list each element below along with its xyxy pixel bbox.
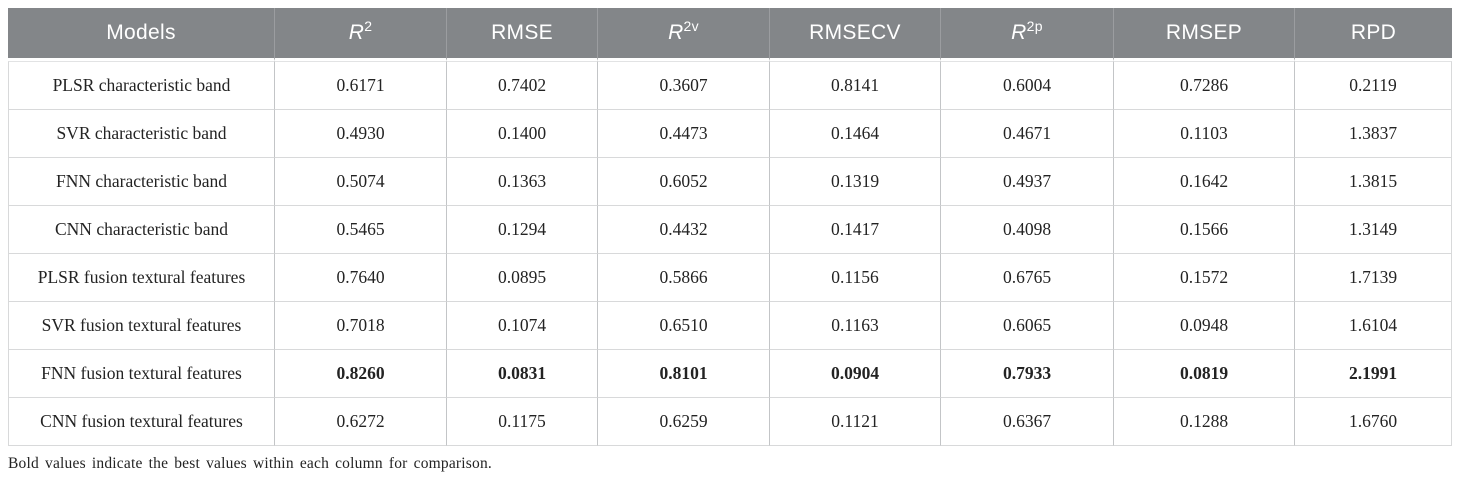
cell-metric-value: 0.0948	[1114, 302, 1295, 350]
cell-metric-value: 1.7139	[1295, 254, 1452, 302]
cell-metric-value: 0.8101	[598, 350, 770, 398]
cell-metric-value: 0.1417	[770, 206, 941, 254]
cell-metric-value: 0.6272	[275, 398, 447, 446]
column-header-rmsep: RMSEP	[1114, 8, 1295, 61]
table-header-row: Models R2 RMSE R2v RMSECV R2p RMSEP RPD	[8, 8, 1452, 61]
cell-metric-value: 0.7286	[1114, 61, 1295, 110]
cell-model-name: FNN fusion textural features	[8, 350, 275, 398]
column-header-rmse: RMSE	[447, 8, 598, 61]
model-metrics-table: Models R2 RMSE R2v RMSECV R2p RMSEP RPD PLSR ch…	[8, 8, 1452, 446]
column-header-label: RPD	[1350, 21, 1397, 44]
cell-model-name: FNN characteristic band	[8, 158, 275, 206]
cell-metric-value: 0.8141	[770, 61, 941, 110]
cell-metric-value: 0.7640	[275, 254, 447, 302]
cell-metric-value: 0.0831	[447, 350, 598, 398]
table-row: FNN fusion textural features 0.8260 0.0831…	[8, 350, 1452, 398]
column-header-models: Models	[8, 8, 275, 61]
cell-metric-value: 0.4098	[941, 206, 1114, 254]
cell-metric-value: 0.2119	[1295, 61, 1452, 110]
column-header-r2p: R2p	[941, 8, 1114, 61]
cell-metric-value: 0.5074	[275, 158, 447, 206]
cell-metric-value: 1.3837	[1295, 110, 1452, 158]
cell-metric-value: 2.1991	[1295, 350, 1452, 398]
cell-model-name: PLSR characteristic band	[8, 61, 275, 110]
cell-metric-value: 0.6765	[941, 254, 1114, 302]
cell-metric-value: 0.1103	[1114, 110, 1295, 158]
cell-metric-value: 0.5465	[275, 206, 447, 254]
cell-metric-value: 0.1642	[1114, 158, 1295, 206]
table-row: SVR fusion textural features 0.7018 0.1074…	[8, 302, 1452, 350]
cell-metric-value: 0.6171	[275, 61, 447, 110]
cell-metric-value: 0.1074	[447, 302, 598, 350]
cell-metric-value: 0.0904	[770, 350, 941, 398]
column-header-label: RMSECV	[809, 21, 901, 44]
column-header-label: R	[668, 21, 684, 44]
table-footnote: Bold values indicate the best values wit…	[8, 455, 493, 472]
cell-model-name: PLSR fusion textural features	[8, 254, 275, 302]
cell-metric-value: 0.4671	[941, 110, 1114, 158]
cell-metric-value: 0.1363	[447, 158, 598, 206]
cell-metric-value: 0.3607	[598, 61, 770, 110]
cell-metric-value: 0.4432	[598, 206, 770, 254]
cell-metric-value: 0.0895	[447, 254, 598, 302]
table-row: CNN characteristic band 0.5465 0.1294 0.443…	[8, 206, 1452, 254]
cell-metric-value: 0.4473	[598, 110, 770, 158]
cell-metric-value: 0.1572	[1114, 254, 1295, 302]
column-header-r2: R2	[275, 8, 447, 61]
cell-metric-value: 0.1319	[770, 158, 941, 206]
cell-model-name: CNN characteristic band	[8, 206, 275, 254]
column-header-label: R	[348, 21, 365, 44]
cell-metric-value: 1.3149	[1295, 206, 1452, 254]
column-header-label: RMSEP	[1165, 21, 1243, 44]
cell-metric-value: 0.1121	[770, 398, 941, 446]
cell-metric-value: 0.4930	[275, 110, 447, 158]
cell-metric-value: 0.1163	[770, 302, 941, 350]
cell-metric-value: 0.0819	[1114, 350, 1295, 398]
cell-metric-value: 0.6259	[598, 398, 770, 446]
cell-metric-value: 0.6367	[941, 398, 1114, 446]
cell-metric-value: 0.1156	[770, 254, 941, 302]
table-row: FNN characteristic band 0.5074 0.1363 0.605…	[8, 158, 1452, 206]
cell-metric-value: 0.6065	[941, 302, 1114, 350]
cell-metric-value: 1.6760	[1295, 398, 1452, 446]
cell-model-name: CNN fusion textural features	[8, 398, 275, 446]
cell-model-name: SVR characteristic band	[8, 110, 275, 158]
cell-metric-value: 0.7933	[941, 350, 1114, 398]
cell-metric-value: 0.5866	[598, 254, 770, 302]
cell-metric-value: 0.7018	[275, 302, 447, 350]
table-row: PLSR fusion textural features 0.7640 0.089…	[8, 254, 1452, 302]
cell-metric-value: 0.4937	[941, 158, 1114, 206]
cell-metric-value: 1.6104	[1295, 302, 1452, 350]
column-header-superscript: 2p	[1026, 18, 1043, 34]
cell-metric-value: 0.7402	[447, 61, 598, 110]
cell-metric-value: 0.6004	[941, 61, 1114, 110]
column-header-superscript: 2	[364, 18, 373, 34]
cell-metric-value: 0.1400	[447, 110, 598, 158]
cell-model-name: SVR fusion textural features	[8, 302, 275, 350]
cell-metric-value: 0.6510	[598, 302, 770, 350]
cell-metric-value: 0.1175	[447, 398, 598, 446]
cell-metric-value: 0.1566	[1114, 206, 1295, 254]
column-header-rpd: RPD	[1295, 8, 1452, 61]
cell-metric-value: 0.6052	[598, 158, 770, 206]
cell-metric-value: 0.1464	[770, 110, 941, 158]
column-header-r2v: R2v	[598, 8, 770, 61]
column-header-label: Models	[106, 21, 176, 44]
table-row: CNN fusion textural features 0.6272 0.1175…	[8, 398, 1452, 446]
column-header-label: RMSE	[491, 21, 553, 44]
column-header-superscript: 2v	[683, 18, 699, 34]
cell-metric-value: 1.3815	[1295, 158, 1452, 206]
column-header-rmsecv: RMSECV	[770, 8, 941, 61]
cell-metric-value: 0.8260	[275, 350, 447, 398]
column-header-label: R	[1011, 21, 1027, 44]
cell-metric-value: 0.1288	[1114, 398, 1295, 446]
table-row: SVR characteristic band 0.4930 0.1400 0.447…	[8, 110, 1452, 158]
table-row: PLSR characteristic band 0.6171 0.7402 0.36…	[8, 61, 1452, 110]
cell-metric-value: 0.1294	[447, 206, 598, 254]
